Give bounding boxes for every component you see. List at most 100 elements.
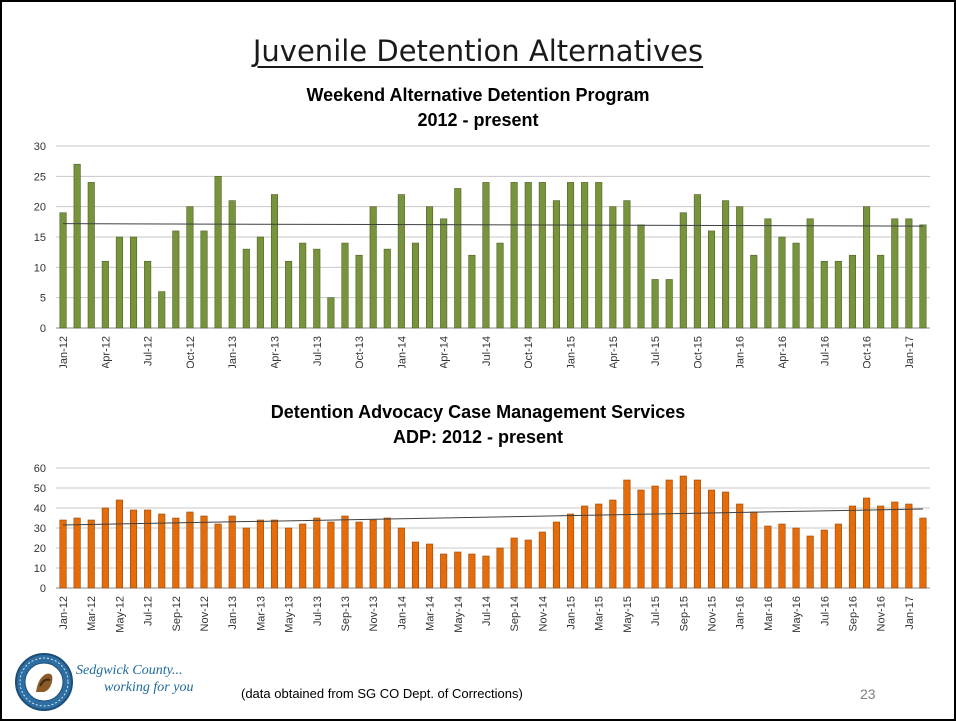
bar — [242, 527, 250, 589]
x-tick-label: Jan-14 — [396, 596, 408, 630]
bar — [341, 515, 349, 589]
bar — [228, 515, 236, 589]
y-tick-label: 0 — [40, 583, 46, 595]
x-tick-label: Jul-12 — [143, 336, 155, 366]
bar — [750, 254, 758, 329]
bar — [693, 479, 701, 589]
bar — [552, 521, 560, 589]
bar — [496, 242, 504, 329]
y-tick-label: 10 — [34, 262, 46, 274]
x-tick-label: Jan-16 — [735, 336, 747, 368]
bar — [341, 242, 349, 329]
x-tick-label: Jan-17 — [904, 596, 916, 630]
trendline — [63, 508, 923, 526]
x-tick-label: Jul-15 — [650, 336, 662, 366]
x-tick-label: Jul-12 — [143, 596, 155, 626]
x-tick-label: Jan-13 — [227, 336, 239, 368]
bar — [313, 248, 321, 329]
chart-title: Detention Advocacy Case Management Servi… — [271, 402, 686, 422]
y-tick-label: 0 — [40, 323, 46, 335]
bar — [637, 489, 645, 589]
bar — [792, 242, 800, 329]
bar — [623, 200, 631, 329]
bar — [778, 523, 786, 589]
bar — [637, 224, 645, 329]
bar — [778, 236, 786, 329]
bar — [510, 537, 518, 589]
bar — [214, 176, 222, 329]
bar — [877, 254, 885, 329]
bar — [905, 503, 913, 589]
y-tick-label: 25 — [34, 171, 46, 183]
x-tick-label: Sep-12 — [171, 596, 183, 631]
bar — [228, 200, 236, 329]
bar — [59, 519, 67, 589]
bar — [397, 194, 405, 329]
bar — [158, 513, 166, 589]
x-tick-label: Jul-13 — [312, 596, 324, 626]
x-tick-label: Apr-12 — [100, 336, 112, 368]
bar — [440, 218, 448, 329]
bar — [256, 519, 264, 589]
bar — [524, 182, 532, 329]
chart-title: Weekend Alternative Detention Program — [306, 85, 649, 105]
bar — [383, 248, 391, 329]
bar — [101, 507, 109, 589]
bar — [454, 551, 462, 589]
x-tick-label: May-16 — [791, 596, 803, 633]
bar — [426, 206, 434, 329]
bar — [285, 527, 293, 589]
data-source-note: (data obtained from SG CO Dept. of Corre… — [241, 686, 523, 701]
bar — [115, 236, 123, 329]
x-tick-label: Jul-13 — [312, 336, 324, 366]
bar — [834, 260, 842, 329]
county-seal-icon — [15, 653, 73, 711]
bar — [313, 517, 321, 589]
y-tick-label: 40 — [34, 503, 46, 515]
x-tick-label: Sep-14 — [509, 596, 521, 631]
bar — [891, 501, 899, 589]
slogan-line-2: working for you — [104, 680, 194, 695]
bar — [552, 200, 560, 329]
bar — [764, 525, 772, 589]
x-tick-label: Oct-15 — [692, 336, 704, 368]
bar — [863, 206, 871, 329]
bar — [411, 541, 420, 589]
x-tick-label: Jul-16 — [819, 336, 831, 366]
bar — [299, 242, 307, 329]
bar — [129, 236, 138, 329]
x-tick-label: Apr-14 — [439, 336, 451, 368]
bar — [172, 230, 180, 329]
x-tick-label: Oct-13 — [354, 336, 366, 368]
bar — [566, 513, 575, 589]
y-tick-label: 10 — [34, 563, 46, 575]
x-tick-label: Nov-13 — [368, 596, 380, 631]
x-tick-label: May-13 — [284, 596, 296, 633]
bar — [200, 230, 208, 329]
bar — [736, 503, 744, 589]
trendline — [63, 223, 923, 227]
bar — [679, 212, 687, 329]
x-tick-label: Jan-15 — [566, 336, 578, 368]
bar — [736, 206, 744, 329]
bar — [722, 491, 730, 589]
x-tick-label: May-15 — [622, 596, 634, 633]
x-tick-label: Sep-16 — [847, 596, 859, 631]
bar — [750, 511, 758, 589]
bar — [101, 260, 109, 329]
x-tick-label: Sep-15 — [678, 596, 690, 631]
bar — [186, 511, 194, 589]
bar — [214, 523, 222, 589]
x-tick-label: Mar-16 — [763, 596, 775, 631]
x-tick-label: Nov-12 — [199, 596, 211, 631]
bar — [411, 242, 420, 329]
bar — [834, 523, 842, 589]
bar — [270, 519, 279, 589]
bar — [595, 503, 603, 589]
bar — [397, 527, 405, 589]
bar — [538, 182, 546, 329]
bar — [905, 218, 913, 329]
bar — [73, 163, 81, 329]
bar — [59, 212, 67, 329]
